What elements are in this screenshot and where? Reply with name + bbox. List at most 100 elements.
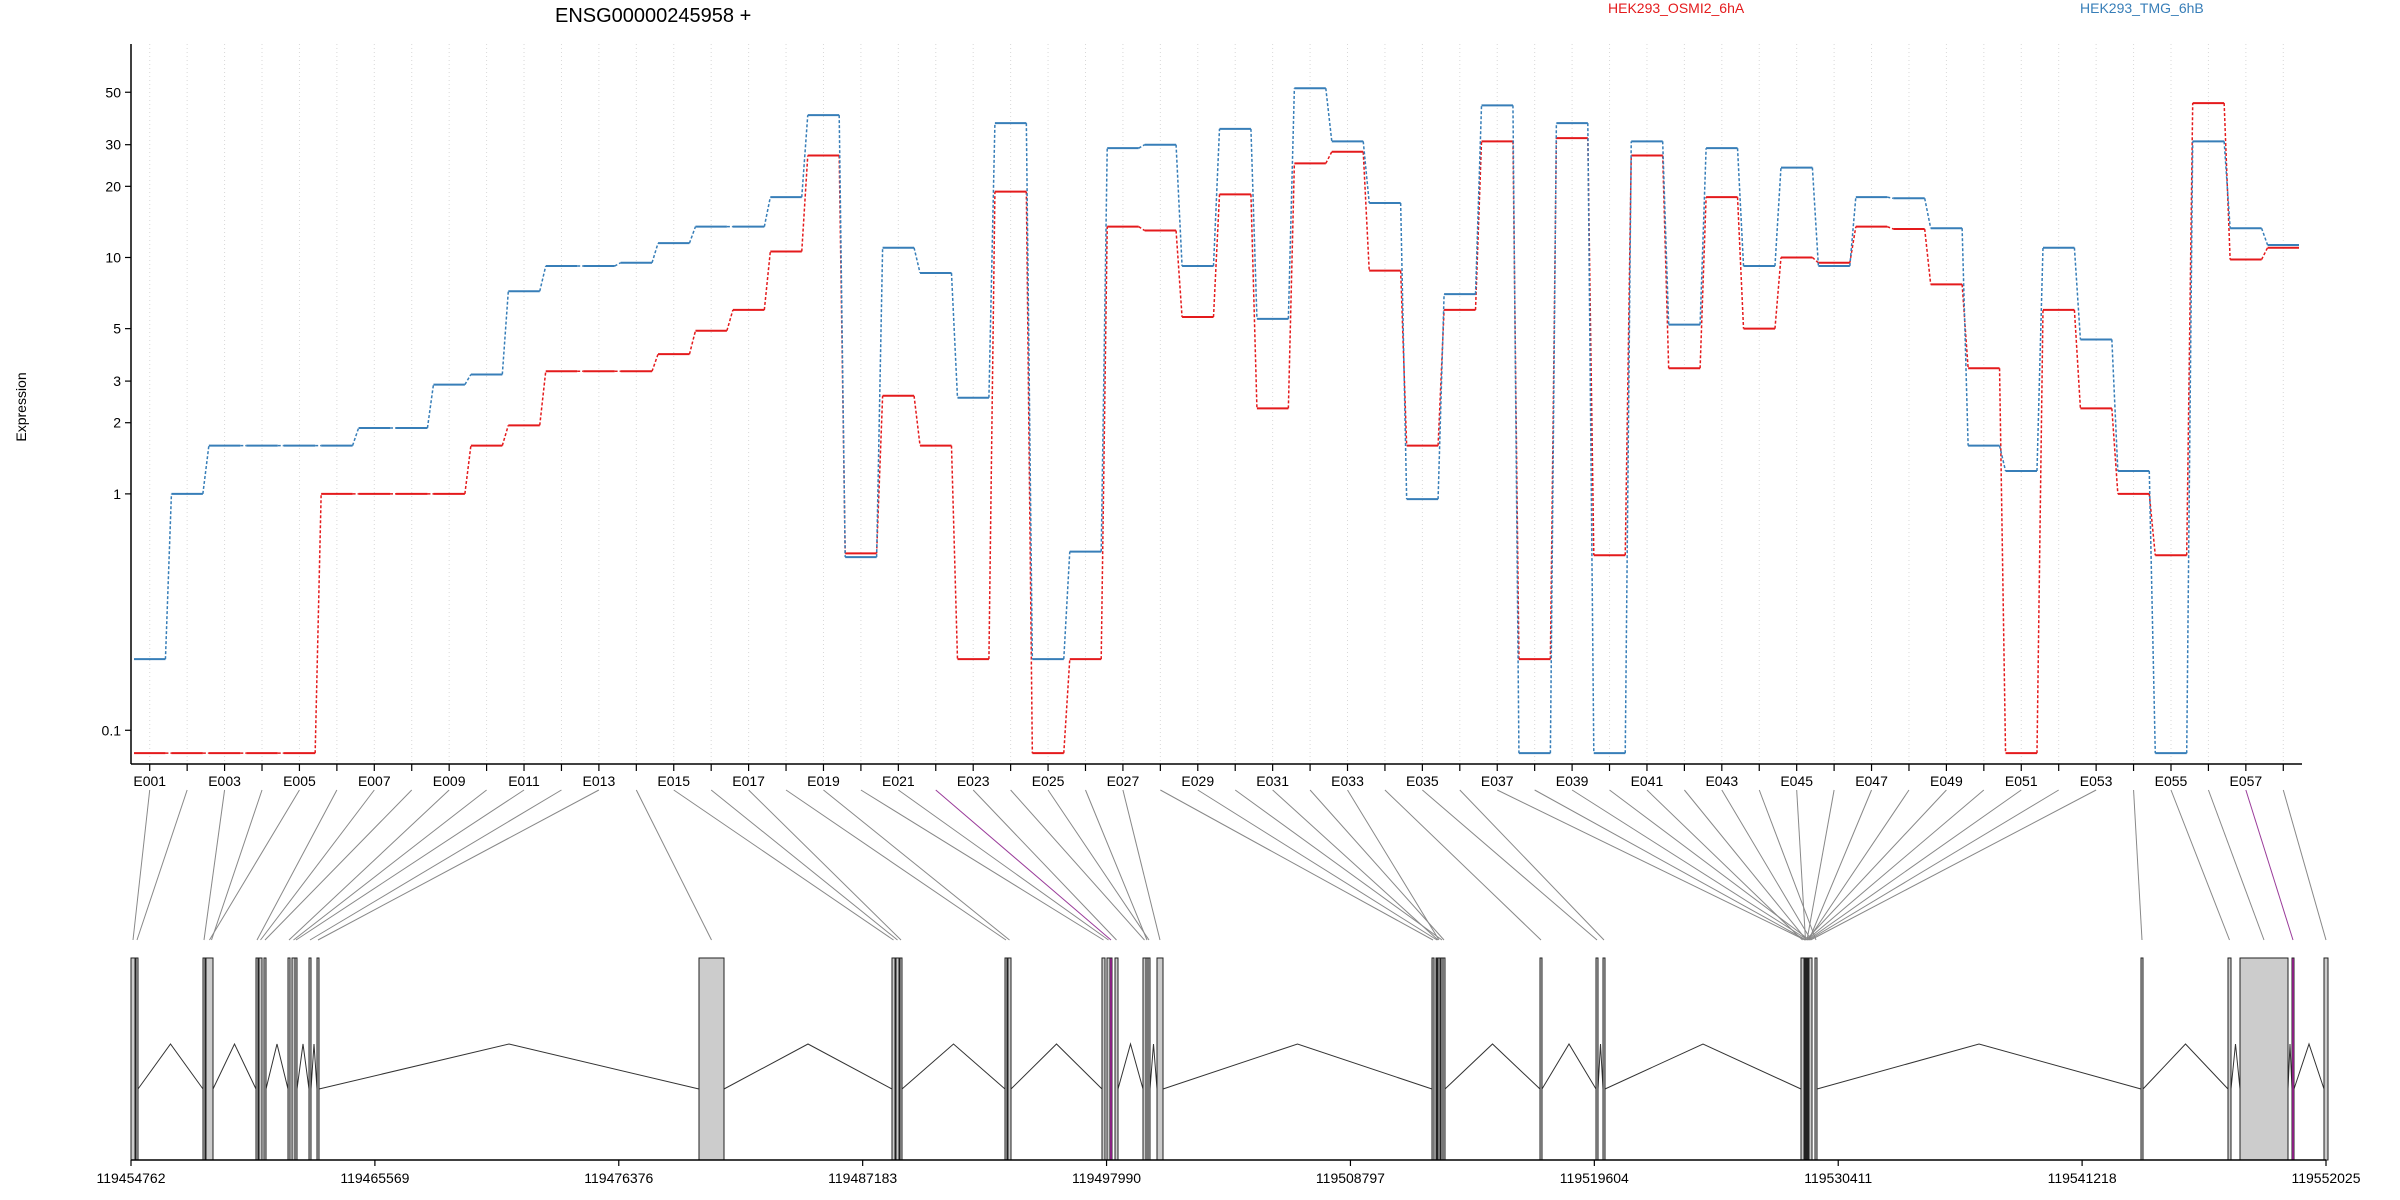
series-connector: [1175, 230, 1183, 318]
exon-connector: [710, 789, 898, 941]
exon-block: [2323, 957, 2329, 1161]
y-tick-label: 30: [105, 137, 121, 153]
intron-line: [2142, 1043, 2229, 1090]
series-connector: [1774, 257, 1782, 329]
x-tick-label: E037: [1481, 773, 1514, 789]
series-connector: [2185, 141, 2194, 754]
exon-connector: [823, 789, 1010, 941]
exon-connector: [317, 789, 600, 941]
intron-line: [265, 1043, 289, 1090]
exon-block: [899, 957, 903, 1161]
y-tick-label: 1: [113, 486, 121, 502]
y-tick-label: 50: [105, 84, 121, 100]
exon-connector: [288, 789, 450, 941]
exon-connector: [211, 789, 263, 941]
exon-block: [1007, 957, 1012, 1161]
series-connector: [1250, 194, 1258, 409]
intron-line: [2287, 1043, 2293, 1090]
exon-block: [1114, 957, 1119, 1161]
intron-line: [1444, 1043, 1541, 1090]
gene-title: ENSG00000245958 +: [555, 5, 751, 27]
exon-connector: [2170, 789, 2230, 941]
series-connector: [651, 353, 659, 372]
series-connector: [1886, 225, 1894, 230]
series-connector: [501, 291, 510, 375]
exon-connector: [1272, 789, 1439, 941]
exon-connector: [1796, 789, 1806, 941]
exon-block: [130, 957, 136, 1161]
y-axis-label: Expression: [13, 372, 29, 441]
y-tick-label: 0.1: [102, 722, 122, 738]
intron-line: [1162, 1043, 1433, 1090]
exon-block: [1437, 957, 1441, 1161]
exon-connector: [1571, 789, 1809, 941]
series-connector: [1811, 256, 1819, 264]
grid-layer: [149, 44, 2284, 764]
exon-block: [205, 957, 214, 1161]
exon-connector: [1646, 789, 1803, 941]
exon-connector: [1534, 789, 1807, 941]
series-connector: [426, 384, 435, 429]
series-2: [133, 87, 2300, 755]
genomic-tick-label: 119530411: [1804, 1170, 1872, 1186]
exon-block: [263, 957, 267, 1161]
series-connector: [1923, 228, 1932, 285]
series-connector: [1736, 197, 1745, 329]
genomic-tick-label: 119541218: [2048, 1170, 2117, 1186]
exon-connector: [972, 789, 1117, 941]
genomic-tick-label: 119508797: [1316, 1170, 1385, 1186]
exon-block: [1442, 957, 1446, 1161]
x-tick-label: E041: [1631, 773, 1664, 789]
intron-line: [1597, 1043, 1604, 1090]
exon-connector: [1806, 789, 1835, 941]
series-connector: [539, 371, 547, 426]
series-connector: [1250, 128, 1258, 319]
exon-connector: [132, 789, 151, 941]
series-connector: [1100, 148, 1108, 552]
exon-connector: [1810, 789, 2097, 941]
exon-block: [2239, 957, 2289, 1161]
x-tick-label: E015: [657, 773, 690, 789]
exon-block: [2140, 957, 2144, 1161]
exon-connector: [1197, 789, 1438, 941]
series-connector: [2073, 309, 2082, 409]
exon-block: [1431, 957, 1435, 1161]
x-tick-label: E013: [583, 773, 616, 789]
x-tick-label: E023: [957, 773, 990, 789]
exon-block: [258, 957, 263, 1161]
exon-connector: [1497, 789, 1806, 941]
series-connector: [988, 123, 996, 398]
legend-series-2: HEK293_TMG_6hB: [2080, 0, 2204, 16]
series-connector: [1849, 226, 1857, 263]
exon-connector: [1422, 789, 1598, 941]
exon-connector: [1309, 789, 1445, 941]
intron-line: [723, 1043, 893, 1090]
x-tick-label: E045: [1780, 773, 1813, 789]
x-tick-label: E003: [208, 773, 241, 789]
exon-connector: [1047, 789, 1150, 941]
x-tick-label: E005: [283, 773, 316, 789]
series-connector: [1998, 445, 2007, 472]
exon-connector: [785, 789, 1007, 941]
exon-connector: [1085, 789, 1148, 941]
series-1: [133, 102, 2300, 755]
series-connector: [763, 251, 772, 311]
exon-block: [287, 957, 291, 1161]
exon-block: [1814, 957, 1818, 1161]
x-tick-label: E047: [1855, 773, 1888, 789]
series-connector: [2260, 247, 2269, 260]
series-connector: [1624, 141, 1632, 754]
series-connector: [1661, 155, 1670, 369]
exon-connector: [256, 789, 338, 941]
series-connector: [2073, 247, 2082, 340]
series-connector: [1063, 659, 1071, 754]
series-connector: [688, 226, 697, 244]
exon-connector: [1808, 789, 2059, 941]
exon-connector: [1721, 789, 1812, 941]
series-connector: [1025, 123, 1034, 660]
connector-layer: [132, 789, 2327, 941]
exon-block: [316, 957, 320, 1161]
gene-model-layer: 119454762 119465569 119476376 119487183 1194…: [96, 957, 2361, 1186]
exon-connector: [293, 789, 487, 941]
